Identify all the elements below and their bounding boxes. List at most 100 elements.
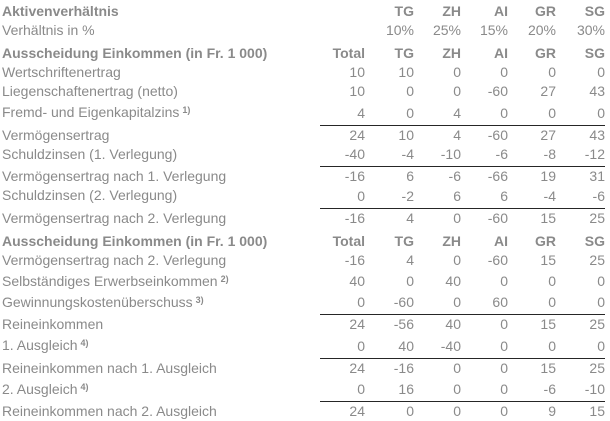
cell-zh: ZH [414,228,461,251]
cell-total: Total [320,40,365,63]
cell-ai: 0 [461,63,508,82]
footnote-marker: 3) [196,295,204,305]
cell-sg: 25 [556,208,605,228]
cell-total: 40 [320,270,365,291]
row-label: Schuldzinsen (2. Verlegung) [0,186,320,208]
cell-sg: 30% [556,21,605,40]
row-label: Vermögensertrag nach 1. Verlegung [0,167,320,187]
cell-ai: 0 [461,315,508,335]
row-label: Vermögensertrag [0,125,320,145]
cell-tg: -2 [365,186,414,208]
cell-total: 10 [320,63,365,82]
cell-total [320,2,365,21]
cell-total: -16 [320,167,365,187]
cell-ai: 6 [461,186,508,208]
cell-gr: 19 [508,167,556,187]
cell-zh: 0 [414,63,461,82]
cell-ai: -60 [461,251,508,270]
cell-gr: 0 [508,270,556,291]
cell-tg: TG [365,40,414,63]
cell-total: -16 [320,208,365,228]
cell-gr: 0 [508,334,556,358]
table-row: Schuldzinsen (1. Verlegung)-40-4-10-6-8-… [0,145,605,167]
cell-total [320,21,365,40]
cell-tg: -56 [365,315,414,335]
row-label: Vermögensertrag nach 2. Verlegung [0,251,320,270]
cell-zh: ZH [414,40,461,63]
footnote-marker: 2) [221,274,229,284]
row-label: Liegenschaftenertrag (netto) [0,82,320,101]
cell-sg: -10 [556,378,605,402]
cell-tg: -16 [365,358,414,378]
cell-zh: 0 [414,358,461,378]
cell-zh: 0 [414,378,461,402]
cell-sg: 0 [556,334,605,358]
cell-zh: ZH [414,2,461,21]
cell-gr: 15 [508,251,556,270]
cell-tg: TG [365,2,414,21]
cell-sg: 15 [556,402,605,421]
cell-sg: -6 [556,186,605,208]
cell-sg: 43 [556,125,605,145]
cell-ai: 0 [461,334,508,358]
cell-total: 0 [320,334,365,358]
cell-sg: 0 [556,63,605,82]
cell-tg: 4 [365,251,414,270]
cell-tg: 6 [365,167,414,187]
cell-zh: 4 [414,125,461,145]
cell-ai: AI [461,228,508,251]
cell-ai: -6 [461,145,508,167]
table-row: Verhältnis in %10%25%15%20%30% [0,21,605,40]
cell-ai: AI [461,40,508,63]
cell-gr: 27 [508,82,556,101]
cell-total: 24 [320,402,365,421]
cell-gr: GR [508,40,556,63]
cell-total: 24 [320,315,365,335]
cell-zh: 4 [414,101,461,125]
cell-total: 10 [320,82,365,101]
row-label: Verhältnis in % [0,21,320,40]
cell-ai: 15% [461,21,508,40]
cell-gr: 15 [508,315,556,335]
cell-zh: -40 [414,334,461,358]
cell-zh: 0 [414,291,461,315]
cell-sg: SG [556,2,605,21]
cell-ai: 0 [461,358,508,378]
cell-sg: 25 [556,315,605,335]
cell-sg: 31 [556,167,605,187]
row-label: Reineinkommen nach 1. Ausgleich [0,358,320,378]
cell-gr: -6 [508,378,556,402]
cell-ai: -60 [461,208,508,228]
cell-total: 0 [320,186,365,208]
cell-gr: 0 [508,63,556,82]
cell-total: 0 [320,378,365,402]
cell-tg: 40 [365,334,414,358]
cell-tg: 0 [365,402,414,421]
row-label: Wertschriftenertrag [0,63,320,82]
cell-gr: -8 [508,145,556,167]
cell-zh: 0 [414,208,461,228]
cell-gr: GR [508,228,556,251]
row-label: Reineinkommen nach 2. Ausgleich [0,402,320,421]
cell-gr: 0 [508,101,556,125]
cell-gr: 0 [508,291,556,315]
row-label: Vermögensertrag nach 2. Verlegung [0,208,320,228]
